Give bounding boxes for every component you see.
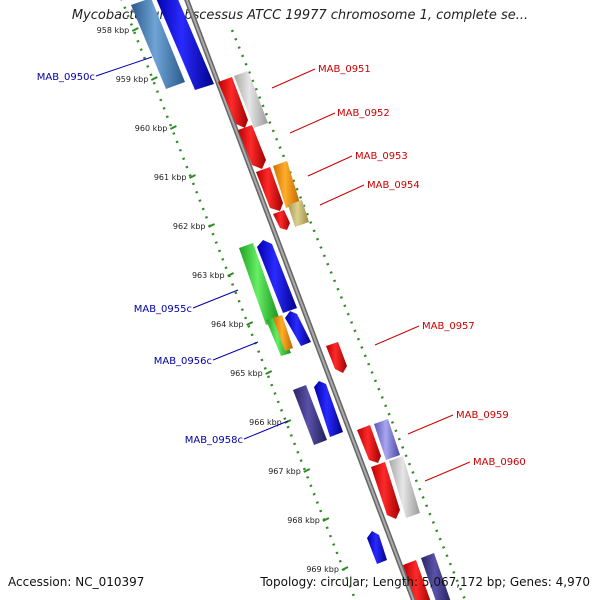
ruler-tick — [208, 223, 215, 228]
label-mab-0956c[interactable]: MAB_0956c — [154, 356, 212, 367]
ruler-label: 960 kbp — [135, 124, 168, 133]
ruler-tick — [131, 27, 139, 32]
gene-mab-0957-shape[interactable] — [326, 342, 347, 373]
ruler-label: 964 kbp — [211, 320, 244, 329]
leader-mab-0957 — [374, 325, 420, 346]
gene-mab-0951-shape[interactable] — [218, 77, 248, 128]
label-mab-0960[interactable]: MAB_0960 — [473, 457, 526, 468]
ruler-label: 961 kbp — [154, 173, 187, 182]
gene-unlabeled-c-shape[interactable] — [421, 553, 452, 600]
label-mab-0954[interactable]: MAB_0954 — [367, 180, 420, 191]
ruler-label: 969 kbp — [306, 565, 339, 574]
forward-strand-genes — [218, 71, 452, 600]
accession-text: Accession: NC_010397 — [8, 575, 145, 589]
label-mab-0955c[interactable]: MAB_0955c — [134, 304, 192, 315]
gene-mab-0954-b-shape[interactable] — [273, 210, 290, 230]
gene-mab-0952-shape[interactable] — [238, 125, 266, 169]
gene-mab-0950c-b-shape[interactable] — [155, 0, 214, 90]
leader-mab-0954 — [319, 184, 365, 206]
reverse-strand-genes — [131, 0, 387, 564]
gene-mab-0960-shape[interactable] — [371, 462, 400, 519]
gene-mab-0958c-b-shape[interactable] — [314, 381, 343, 437]
gene-mab-0958c-shape[interactable] — [293, 385, 327, 445]
leader-mab-0960 — [424, 461, 471, 482]
gene-mab-0955c-shape[interactable] — [239, 243, 280, 325]
label-mab-0959[interactable]: MAB_0959 — [456, 410, 509, 421]
leader-mab-0959 — [407, 414, 454, 435]
gene-mab-0953-b-shape[interactable] — [273, 161, 300, 208]
label-mab-0950c[interactable]: MAB_0950c — [37, 72, 95, 83]
outer-ruler — [230, 29, 467, 600]
leader-mab-0956c — [212, 341, 259, 361]
gene-mab-0955c-b-shape[interactable] — [257, 240, 297, 313]
leader-mab-0958c — [243, 420, 289, 440]
backbone-highlight — [185, 0, 415, 600]
ruler-tick — [322, 517, 330, 522]
ruler-label: 963 kbp — [192, 271, 225, 280]
gene-mab-0956c-c-shape[interactable] — [285, 311, 311, 346]
topology-text: Topology: circular; Length: 5,067,172 bp… — [260, 575, 590, 589]
ruler-label: 958 kbp — [97, 26, 130, 35]
gene-mab-0951-b-shape[interactable] — [234, 71, 268, 128]
inner-ruler — [120, 0, 357, 600]
ruler-tick — [189, 174, 196, 179]
ruler-tick — [265, 370, 273, 375]
leader-mab-0955c — [192, 289, 239, 309]
label-leaders — [95, 56, 471, 482]
ruler-label: 966 kbp — [249, 418, 282, 427]
ruler-tick — [246, 321, 254, 326]
label-mab-0957[interactable]: MAB_0957 — [422, 321, 475, 332]
label-mab-0953[interactable]: MAB_0953 — [355, 151, 408, 162]
ruler-label: 967 kbp — [268, 467, 301, 476]
label-mab-0951[interactable]: MAB_0951 — [318, 64, 371, 75]
gene-unlabeled-b-shape[interactable] — [403, 560, 432, 600]
ruler-label: 962 kbp — [173, 222, 206, 231]
gene-unlabeled-a-shape[interactable] — [367, 531, 387, 564]
leader-mab-0953 — [307, 155, 353, 177]
leader-mab-0950c — [95, 56, 153, 77]
ruler-tick — [169, 125, 177, 130]
leader-mab-0952 — [289, 112, 336, 134]
gene-mab-0956c-b-shape[interactable] — [273, 315, 293, 351]
gene-labels: MAB_0950c MAB_0951 MAB_0952 MAB_0953 MAB… — [37, 64, 526, 468]
gene-mab-0954-shape[interactable] — [288, 200, 309, 227]
gene-mab-0960-b-shape[interactable] — [389, 456, 420, 518]
ruler-label: 959 kbp — [116, 75, 149, 84]
label-mab-0958c[interactable]: MAB_0958c — [185, 435, 243, 446]
leader-mab-0951 — [271, 68, 316, 89]
ruler-label: 965 kbp — [230, 369, 263, 378]
label-mab-0952[interactable]: MAB_0952 — [337, 108, 390, 119]
gene-mab-0959-shape[interactable] — [357, 425, 381, 463]
gene-mab-0959-b-shape[interactable] — [374, 419, 400, 460]
ruler-tick — [150, 76, 158, 81]
ruler-label: 968 kbp — [287, 516, 320, 525]
gene-mab-0950c-shape[interactable] — [131, 0, 185, 89]
ruler-tick — [303, 468, 311, 473]
gene-mab-0953-shape[interactable] — [256, 167, 283, 211]
ruler-tick — [341, 566, 349, 571]
ruler-tick — [227, 272, 235, 277]
